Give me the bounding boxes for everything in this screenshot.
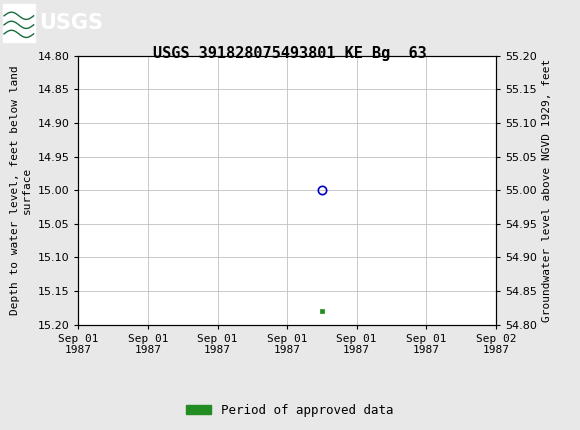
- Y-axis label: Depth to water level, feet below land
surface: Depth to water level, feet below land su…: [10, 65, 32, 315]
- Y-axis label: Groundwater level above NGVD 1929, feet: Groundwater level above NGVD 1929, feet: [542, 58, 552, 322]
- Legend: Period of approved data: Period of approved data: [181, 399, 399, 421]
- Text: USGS 391828075493801 KE Bg  63: USGS 391828075493801 KE Bg 63: [153, 46, 427, 61]
- Text: USGS: USGS: [39, 12, 103, 33]
- Bar: [3, 3, 35, 42]
